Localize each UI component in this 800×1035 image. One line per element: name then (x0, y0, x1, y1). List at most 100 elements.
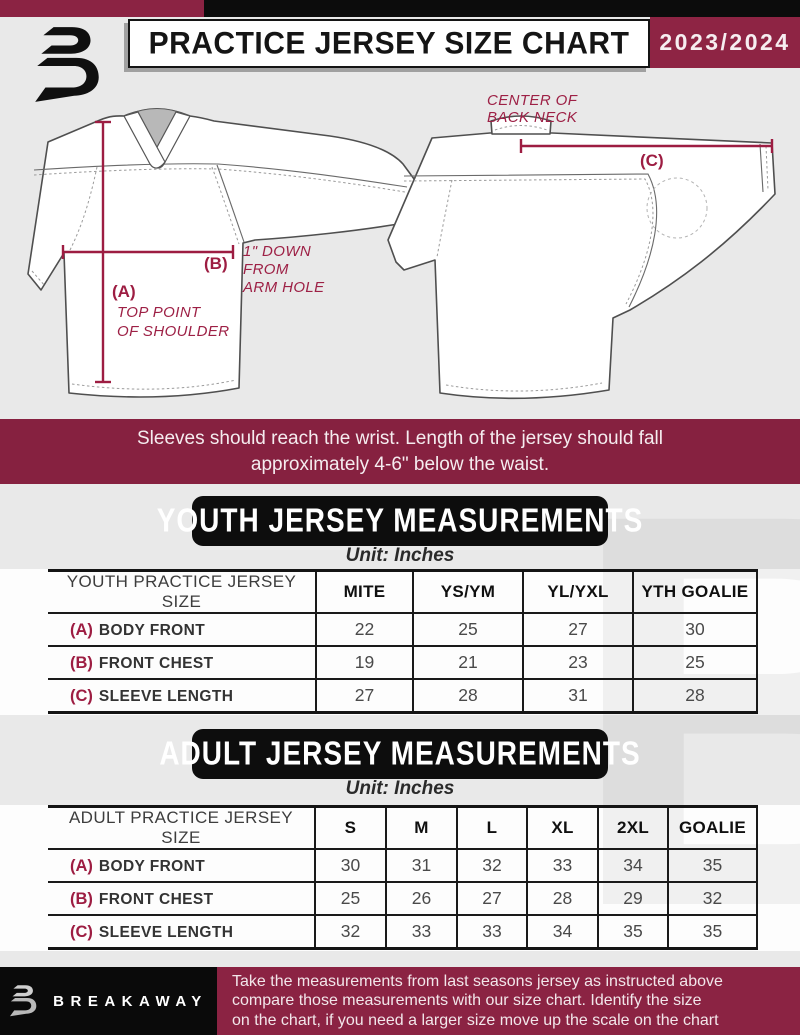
jersey-measurement-diagram: (A) TOP POINT OF SHOULDER (B) 1" DOWN FR… (27, 92, 776, 400)
label-b-key: (B) (204, 254, 228, 273)
youth-table-header-row: YOUTH PRACTICE JERSEY SIZE MITE YS/YM YL… (48, 569, 758, 613)
cell-value: 27 (522, 612, 633, 646)
cell-value: 32 (456, 848, 527, 882)
footer-note-box: Take the measurements from last seasons … (217, 967, 800, 1035)
cell-value: 35 (667, 848, 758, 882)
fit-note-banner: Sleeves should reach the wrist. Length o… (0, 419, 800, 484)
cell-value: 19 (315, 645, 413, 679)
cell-value: 22 (315, 612, 413, 646)
season-badge: 2023/2024 (650, 17, 800, 68)
measure-line-c (519, 139, 774, 153)
footer-brand-box: BREAKAWAY (0, 967, 217, 1035)
back-jersey-drawing: CENTER OF BACK NECK (C) (387, 92, 776, 400)
footer-brand-name: BREAKAWAY (53, 992, 208, 1010)
cell-value: 32 (667, 881, 758, 915)
youth-size-table: YOUTH PRACTICE JERSEY SIZE MITE YS/YM YL… (48, 569, 758, 714)
adult-section-title: ADULT JERSEY MEASUREMENTS (159, 735, 641, 772)
label-b-caption-3: ARM HOLE (242, 279, 325, 296)
youth-section-title: YOUTH JERSEY MEASUREMENTS (156, 502, 644, 539)
table-row: (A) BODY FRONT 30 31 32 33 34 35 (48, 848, 758, 882)
row-key: (B) (70, 890, 93, 908)
label-c-key: (C) (640, 151, 664, 170)
table-row: (B) FRONT CHEST 19 21 23 25 (48, 645, 758, 679)
cell-value: 21 (412, 645, 523, 679)
adult-col-goalie: GOALIE (667, 805, 758, 849)
label-c-caption-2: BACK NECK (487, 109, 578, 126)
measure-line-b (61, 245, 235, 259)
footer-note-line-3: on the chart, if you need a larger size … (232, 1011, 719, 1029)
cell-value: 34 (526, 914, 598, 950)
adult-col-m: M (385, 805, 457, 849)
fit-note-line-1: Sleeves should reach the wrist. Length o… (137, 427, 663, 449)
row-label: FRONT CHEST (98, 655, 214, 672)
row-label: SLEEVE LENGTH (98, 923, 234, 941)
label-b-caption-1: 1" DOWN (243, 243, 311, 260)
cell-value: 25 (412, 612, 523, 646)
adult-section-header: ADULT JERSEY MEASUREMENTS (159, 729, 640, 779)
cell-value: 23 (522, 645, 633, 679)
row-label: BODY FRONT (98, 622, 206, 639)
row-key: (C) (70, 686, 93, 705)
cell-value: 32 (314, 914, 386, 950)
adult-col-xl: XL (526, 805, 598, 849)
cell-value: 30 (632, 612, 758, 646)
cell-value: 33 (456, 914, 527, 950)
table-row: (C) SLEEVE LENGTH 32 33 33 34 35 35 (48, 914, 758, 950)
table-row: (A) BODY FRONT 22 25 27 30 (48, 612, 758, 646)
youth-col-ylyxl: YL/YXL (522, 569, 633, 613)
cell-value: 26 (385, 881, 457, 915)
table-row: (C) SLEEVE LENGTH 27 28 31 28 (48, 678, 758, 714)
cell-value: 27 (456, 881, 527, 915)
cell-value: 31 (385, 848, 457, 882)
cell-value: 35 (597, 914, 668, 950)
season-label: 2023/2024 (659, 29, 791, 55)
page-title-box: PRACTICE JERSEY SIZE CHART (128, 19, 650, 68)
cell-value: 29 (597, 881, 668, 915)
cell-value: 25 (632, 645, 758, 679)
cell-value: 25 (314, 881, 386, 915)
footer-note-line-1: Take the measurements from last seasons … (232, 972, 723, 990)
youth-col-goalie: YTH GOALIE (632, 569, 758, 613)
row-key: (C) (70, 922, 93, 941)
adult-table-header-row: ADULT PRACTICE JERSEY SIZE S M L XL 2XL … (48, 805, 758, 849)
adult-size-table: ADULT PRACTICE JERSEY SIZE S M L XL 2XL … (48, 805, 758, 950)
row-label: SLEEVE LENGTH (98, 687, 234, 705)
row-key: (A) (70, 857, 93, 875)
cell-value: 27 (315, 678, 413, 714)
youth-unit-label: Unit: Inches (345, 545, 455, 566)
youth-col-mite: MITE (315, 569, 413, 613)
cell-value: 31 (522, 678, 633, 714)
row-key: (A) (70, 621, 93, 639)
row-label: FRONT CHEST (98, 891, 214, 908)
cell-value: 28 (412, 678, 523, 714)
top-strip-black (204, 0, 800, 17)
adult-col-s: S (314, 805, 386, 849)
adult-unit-label: Unit: Inches (345, 778, 455, 799)
cell-value: 33 (385, 914, 457, 950)
table-row: (B) FRONT CHEST 25 26 27 28 29 32 (48, 881, 758, 915)
fit-note-line-2: approximately 4-6" below the waist. (250, 453, 550, 475)
adult-col-header: ADULT PRACTICE JERSEY SIZE (48, 805, 315, 849)
page-title: PRACTICE JERSEY SIZE CHART (148, 25, 630, 61)
label-a-caption-2: OF SHOULDER (117, 323, 229, 340)
label-a-key: (A) (112, 282, 136, 301)
label-a-caption-1: TOP POINT (117, 304, 202, 321)
youth-col-header: YOUTH PRACTICE JERSEY SIZE (48, 569, 316, 613)
row-key: (B) (70, 654, 93, 672)
cell-value: 30 (314, 848, 386, 882)
footer: BREAKAWAY Take the measurements from las… (0, 967, 800, 1035)
label-b-caption-2: FROM (243, 261, 289, 278)
top-strip (0, 0, 800, 17)
cell-value: 28 (632, 678, 758, 714)
adult-col-l: L (456, 805, 527, 849)
front-jersey-drawing: (A) TOP POINT OF SHOULDER (B) 1" DOWN FR… (27, 108, 418, 398)
cell-value: 33 (526, 848, 598, 882)
breakaway-footer-logo-icon (10, 985, 37, 1017)
breakaway-logo-icon (35, 27, 99, 102)
cell-value: 28 (526, 881, 598, 915)
cell-value: 34 (597, 848, 668, 882)
youth-col-ysym: YS/YM (412, 569, 523, 613)
row-label: BODY FRONT (98, 858, 206, 875)
top-strip-maroon (0, 0, 204, 17)
